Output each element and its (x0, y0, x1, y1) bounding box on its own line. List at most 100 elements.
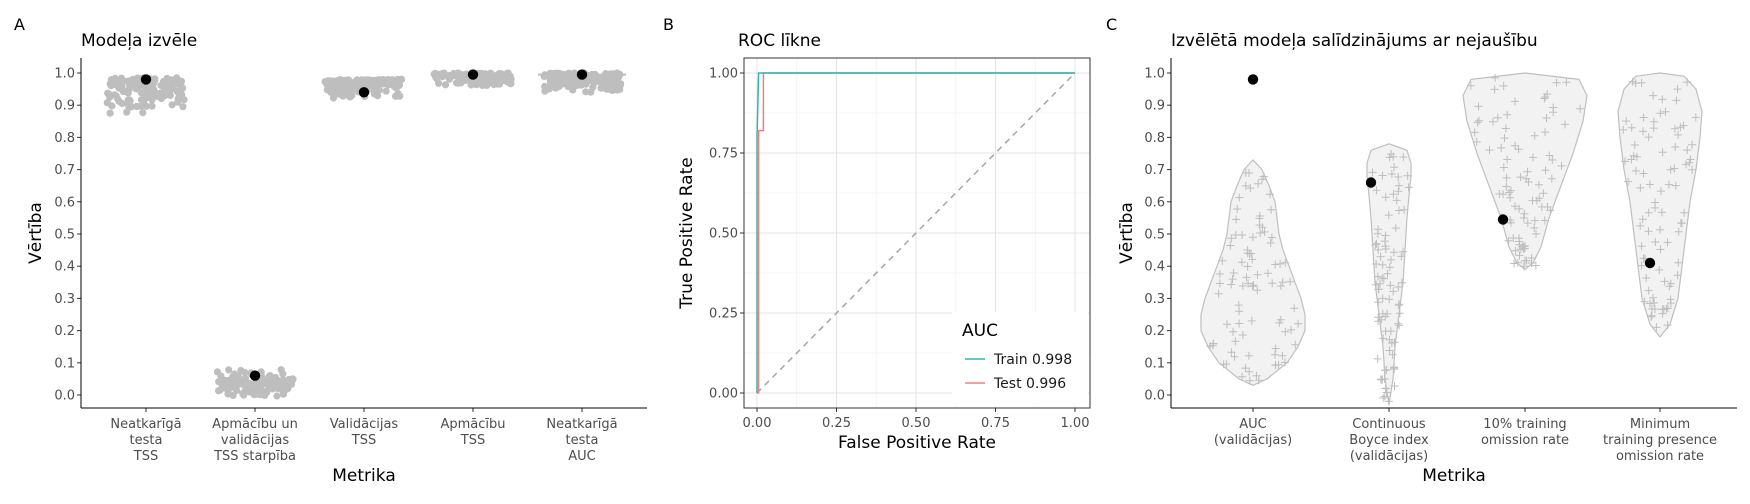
null-point (1380, 375, 1389, 383)
x-tick-label: (validācijas) (1214, 433, 1292, 448)
x-tick-label: TSS (351, 433, 376, 448)
null-point (1243, 262, 1252, 271)
null-point (1246, 184, 1255, 193)
null-point (1397, 252, 1406, 261)
candidate-point (345, 92, 353, 100)
null-point (1664, 180, 1673, 189)
candidate-point (225, 366, 233, 374)
y-tick-label: 0.6 (1144, 195, 1165, 210)
null-point (1379, 394, 1388, 402)
null-point (1214, 289, 1223, 298)
null-point (1241, 181, 1250, 190)
null-point (1253, 270, 1262, 279)
selected-point (1365, 177, 1377, 188)
y-tick-label: 0.3 (1144, 292, 1165, 307)
candidate-point (337, 89, 345, 97)
null-point (1247, 249, 1256, 258)
null-point (1233, 205, 1242, 213)
candidate-point (478, 81, 487, 89)
null-point (1385, 295, 1394, 304)
candidate-point (216, 386, 225, 394)
null-point (1248, 255, 1257, 264)
candidate-point (273, 392, 281, 400)
null-point (1647, 312, 1656, 321)
null-point (1267, 205, 1276, 214)
y-tick-label: 1.0 (54, 67, 75, 82)
candidate-point (329, 90, 337, 98)
selected-point (1497, 214, 1509, 225)
candidate-point (261, 387, 269, 396)
null-point (1372, 260, 1381, 268)
x-tick-label: 0.00 (743, 416, 772, 431)
null-point (1378, 294, 1387, 303)
y-tick-label: 1.0 (1144, 67, 1165, 82)
null-point (1541, 128, 1550, 137)
null-point (1629, 151, 1638, 160)
null-point (1691, 113, 1700, 122)
null-point (1244, 279, 1253, 288)
null-point (1688, 165, 1696, 174)
candidate-point (229, 391, 237, 399)
x-tick-label: AUC (1239, 417, 1267, 432)
null-point (1386, 327, 1395, 336)
null-point (1677, 219, 1686, 228)
null-point (1403, 171, 1412, 180)
null-point (1378, 260, 1387, 269)
null-point (1511, 97, 1519, 106)
null-point (1663, 238, 1672, 247)
panel-a-ylabel: Vērtība (26, 202, 46, 264)
null-point (1547, 174, 1556, 183)
candidate-point (157, 81, 165, 90)
panel-c-xlabel: Metrika (1422, 466, 1485, 486)
y-tick-label: 0.3 (54, 292, 75, 307)
null-point (1266, 190, 1274, 199)
null-point (1385, 346, 1394, 355)
null-point (1271, 350, 1279, 359)
null-point (1399, 247, 1407, 256)
candidate-point (382, 87, 390, 95)
null-point (1511, 202, 1519, 211)
null-point (1539, 189, 1548, 198)
null-point (1232, 215, 1241, 224)
y-tick-label: 0.9 (54, 99, 75, 114)
null-point (1374, 225, 1383, 234)
null-point (1540, 216, 1549, 225)
null-point (1530, 223, 1539, 232)
null-point (1271, 361, 1280, 370)
null-point (1644, 286, 1653, 295)
null-point (1656, 109, 1665, 118)
null-point (1520, 244, 1529, 253)
null-point (1372, 239, 1381, 248)
null-point (1644, 208, 1653, 217)
null-point (1676, 123, 1685, 132)
candidate-point (179, 84, 187, 92)
null-point (1254, 179, 1263, 188)
candidate-point (453, 79, 461, 87)
null-point (1497, 143, 1506, 152)
null-point (1642, 274, 1651, 282)
legend-label-test: Test 0.996 (993, 376, 1066, 392)
panel-c-y-ticks: 0.0 0.1 0.2 0.3 0.4 0.5 0.6 0.7 0.8 0.9 1.0 (1144, 67, 1171, 404)
null-point (1493, 113, 1502, 122)
null-point (1392, 196, 1401, 205)
null-point (1294, 319, 1303, 328)
null-point (1673, 271, 1682, 280)
null-point (1378, 171, 1387, 180)
null-point (1636, 221, 1645, 230)
panel-c-title: Izvēlētā modeļa salīdzinājums ar nejaušī… (1171, 31, 1538, 51)
null-point (1395, 206, 1403, 215)
null-point (1376, 279, 1384, 288)
candidate-point (143, 92, 151, 100)
null-point (1399, 153, 1408, 161)
y-tick-label: 0.0 (54, 389, 75, 404)
candidate-point (462, 76, 470, 84)
null-point (1674, 227, 1683, 236)
null-point (1381, 312, 1390, 321)
null-point (1276, 259, 1285, 268)
roc-line-train (756, 72, 1075, 393)
null-point (1389, 152, 1398, 161)
candidate-point (546, 77, 555, 85)
null-point (1682, 160, 1690, 169)
candidate-point (164, 91, 173, 99)
